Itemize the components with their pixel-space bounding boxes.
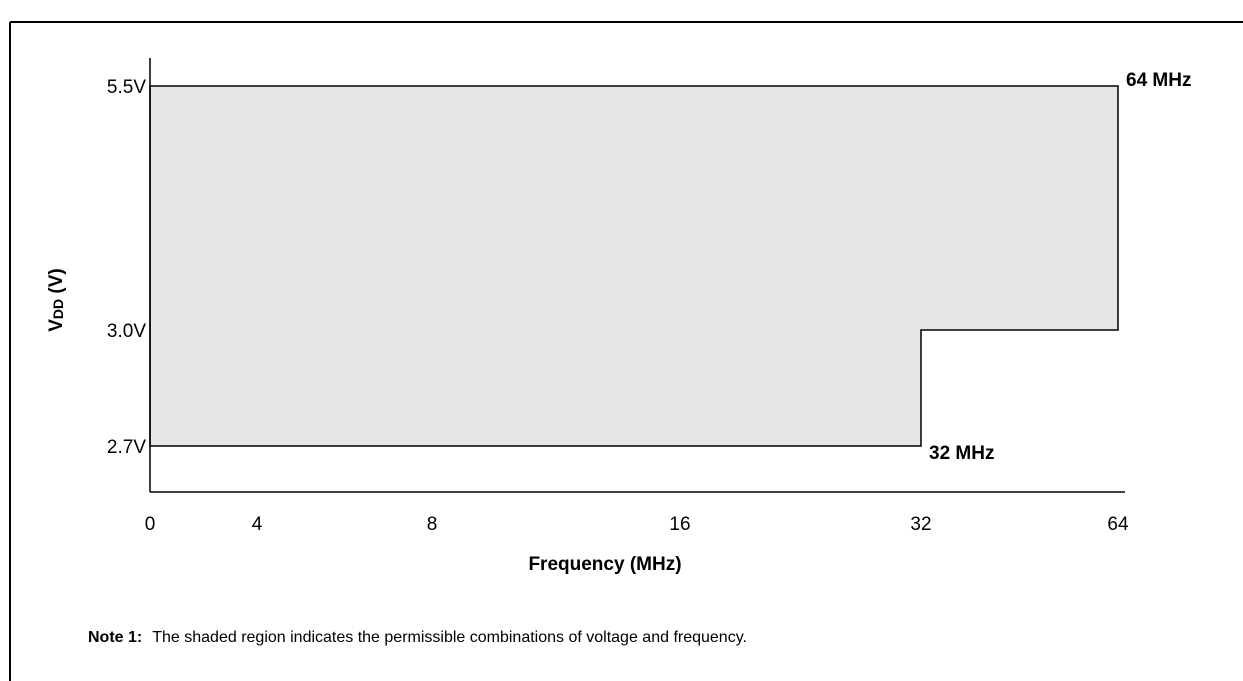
- y-tick-label: 2.7V: [107, 437, 146, 458]
- y-axis-title-main: V: [46, 319, 67, 332]
- annotations: 64 MHz 32 MHz: [929, 70, 1191, 464]
- frequency-annotation: 64 MHz: [1126, 70, 1191, 91]
- x-tick-label: 8: [427, 514, 438, 535]
- y-axis-title-subscript: DD: [50, 299, 66, 319]
- permissible-region: [149, 85, 1119, 447]
- y-axis-title: VDD (V): [46, 268, 67, 332]
- x-axis-title: Frequency (MHz): [528, 554, 681, 575]
- y-tick-label: 5.5V: [107, 77, 146, 98]
- note-label: Note 1:: [88, 629, 143, 646]
- x-tick-label: 32: [910, 514, 931, 535]
- region-layer: [149, 85, 1119, 447]
- frequency-annotation: 32 MHz: [929, 443, 994, 464]
- axes: [149, 58, 1125, 493]
- note: Note 1: The shaded region indicates the p…: [88, 629, 747, 647]
- tick-labels: 0 4 8 16 32 64 2.7V 3.0V 5.5V: [107, 77, 1129, 535]
- y-axis-title-suffix: (V): [46, 268, 67, 299]
- y-tick-label: 3.0V: [107, 321, 146, 342]
- x-tick-label: 0: [145, 514, 156, 535]
- x-tick-label: 16: [669, 514, 690, 535]
- x-tick-label: 4: [252, 514, 263, 535]
- note-text: The shaded region indicates the permissi…: [152, 629, 747, 646]
- x-tick-label: 64: [1107, 514, 1129, 535]
